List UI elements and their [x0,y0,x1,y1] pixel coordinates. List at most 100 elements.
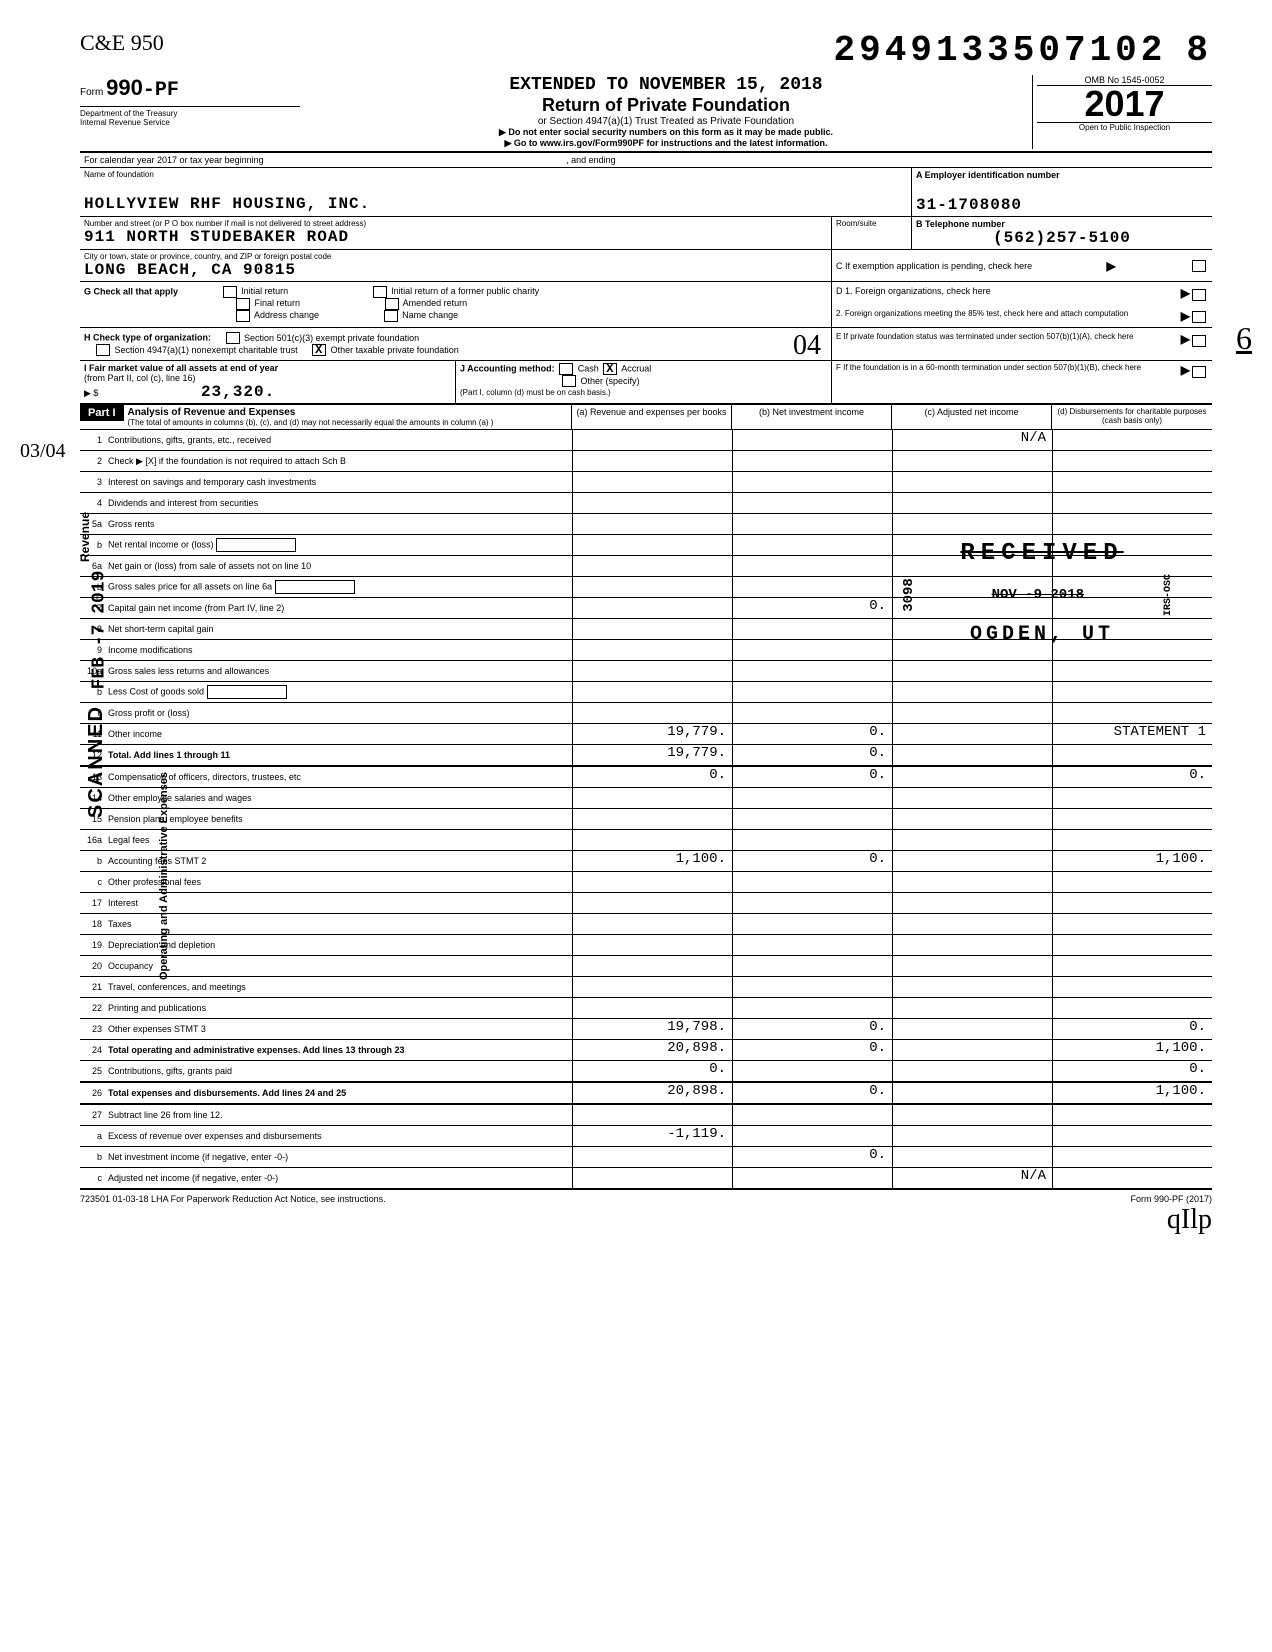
row-description: Less Cost of goods sold [106,685,572,699]
dept-treasury: Department of the Treasury [80,106,300,118]
cell-b [732,1105,892,1125]
amended-checkbox[interactable] [385,298,399,310]
cell-b [732,788,892,808]
h-501c3-checkbox[interactable] [226,332,240,344]
g-label: G Check all that apply [84,286,178,296]
cell-e [1052,514,1212,534]
cell-a [572,619,732,639]
street-address: 911 NORTH STUDEBAKER ROAD [84,228,827,246]
row-number: 22 [80,1003,106,1013]
row-number: b [80,582,106,592]
accrual-checkbox[interactable] [603,363,617,375]
table-row: 22Printing and publications [80,998,1212,1019]
cell-a [572,956,732,976]
cell-e: 0. [1052,1019,1212,1039]
cell-c [892,1061,1052,1081]
cell-b [732,956,892,976]
instr-ssn: ▶ Do not enter social security numbers o… [308,127,1024,138]
table-row: 14Other employee salaries and wages [80,788,1212,809]
table-row: 27Subtract line 26 from line 12. [80,1105,1212,1126]
addr-change-checkbox[interactable] [236,310,250,322]
cell-c [892,893,1052,913]
table-row: 20Occupancy [80,956,1212,977]
row-description: Printing and publications [106,1003,572,1013]
initial-checkbox[interactable] [223,286,237,298]
row-number: 18 [80,919,106,929]
cell-a: 19,779. [572,745,732,765]
cell-a [572,493,732,513]
table-row: 12Total. Add lines 1 through 1119,779.0. [80,745,1212,767]
row-description: Net rental income or (loss) [106,538,572,552]
d1-checkbox[interactable] [1192,289,1206,301]
row-description: Net short-term capital gain [106,624,572,634]
cell-b [732,430,892,450]
initial-former-checkbox[interactable] [373,286,387,298]
h-other-checkbox[interactable] [312,344,326,356]
form-number: 990 [106,75,143,100]
cell-a [572,830,732,850]
row-description: Taxes [106,919,572,929]
cell-b [732,472,892,492]
dln: 2949133507102 [834,30,1167,71]
row-description: Occupancy [106,961,572,971]
cell-b [732,935,892,955]
arrow-icon: ▶ [1181,332,1190,346]
footer-right: Form 990-PF (2017) [1130,1194,1212,1204]
cell-b [732,893,892,913]
other-checkbox[interactable] [562,375,576,387]
cell-b: 0. [732,598,892,618]
cell-a: 20,898. [572,1083,732,1103]
cell-b: 0. [732,724,892,744]
inline-box [275,580,355,594]
table-row: cOther professional fees [80,872,1212,893]
table-row: 18Taxes [80,914,1212,935]
row-number: 19 [80,940,106,950]
cell-e [1052,493,1212,513]
cell-c [892,977,1052,997]
f-checkbox[interactable] [1192,366,1206,378]
cell-b: 0. [732,851,892,871]
cell-a: 0. [572,767,732,787]
final-checkbox[interactable] [236,298,250,310]
cell-b [732,514,892,534]
row-description: Gross rents [106,519,572,529]
open-inspection: Open to Public Inspection [1037,122,1212,132]
cell-b: 0. [732,1083,892,1103]
cell-a: 19,779. [572,724,732,744]
cash-checkbox[interactable] [559,363,573,375]
hand-left-margin: 03/04 [20,440,66,463]
h-4947-checkbox[interactable] [96,344,110,356]
name-change-checkbox[interactable] [384,310,398,322]
cell-a [572,598,732,618]
col-d-head: (d) Disbursements for charitable purpose… [1052,405,1212,429]
cell-b [732,703,892,723]
row-number: 11 [80,729,106,739]
row-number: b [80,856,106,866]
c-checkbox[interactable] [1192,260,1206,272]
cash-label: Cash [578,364,599,374]
row-number: 21 [80,982,106,992]
cell-a [572,977,732,997]
i-note: (Part I, column (d) must be on cash basi… [460,388,611,397]
row-number: 10a [80,666,106,676]
cell-b: 0. [732,767,892,787]
row-description: Income modifications [106,645,572,655]
cell-c [892,1083,1052,1103]
d2-checkbox[interactable] [1192,311,1206,323]
cell-b [732,661,892,681]
e-checkbox[interactable] [1192,335,1206,347]
addr-change: Address change [254,310,319,320]
row-number: 12 [80,750,106,760]
cell-a [572,430,732,450]
cell-a [572,914,732,934]
cell-b [732,556,892,576]
table-row: cAdjusted net income (if negative, enter… [80,1168,1212,1190]
footer-left: 723501 01-03-18 LHA For Paperwork Reduct… [80,1194,386,1236]
cell-a: 0. [572,1061,732,1081]
part-note: (The total of amounts in columns (b), (c… [128,418,494,427]
cell-c [892,682,1052,702]
initial-former: Initial return of a former public charit… [391,286,539,296]
cell-a [572,535,732,555]
cell-a [572,872,732,892]
d2-label: 2. Foreign organizations meeting the 85%… [836,309,1128,324]
